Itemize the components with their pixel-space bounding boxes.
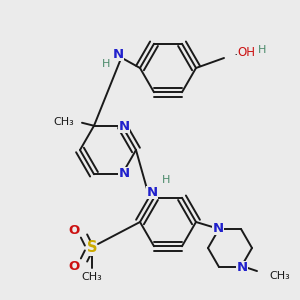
Text: —: — xyxy=(234,49,246,59)
Text: OH: OH xyxy=(237,46,255,59)
Text: N: N xyxy=(212,222,224,236)
Text: N: N xyxy=(118,120,130,133)
Text: O: O xyxy=(68,224,80,236)
Text: N: N xyxy=(146,185,158,199)
Text: S: S xyxy=(87,241,97,256)
Text: N: N xyxy=(112,47,124,61)
Text: CH₃: CH₃ xyxy=(82,272,102,282)
Text: N: N xyxy=(118,167,130,180)
Text: H: H xyxy=(162,175,170,185)
Text: CH₃: CH₃ xyxy=(269,271,290,281)
Text: H: H xyxy=(102,59,110,69)
Text: N: N xyxy=(236,261,247,274)
Text: H: H xyxy=(258,45,266,55)
Text: O: O xyxy=(68,260,80,272)
Text: CH₃: CH₃ xyxy=(53,117,74,127)
